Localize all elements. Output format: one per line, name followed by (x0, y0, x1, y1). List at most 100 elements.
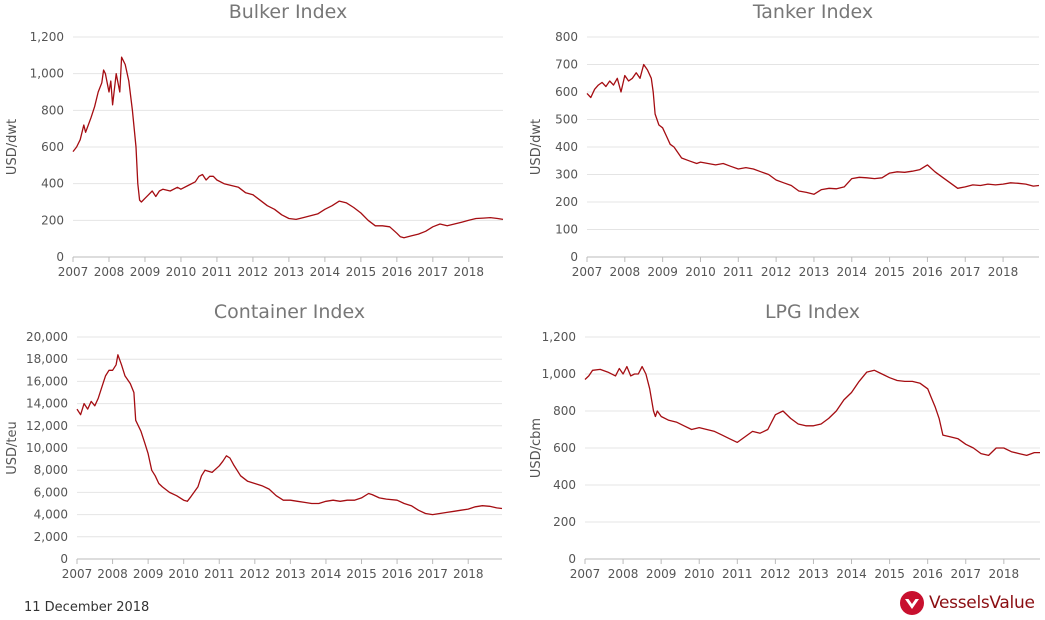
y-tick-label: 12,000 (26, 419, 68, 433)
x-tick-label: 2012 (761, 265, 792, 279)
y-tick-label: 1,200 (542, 330, 576, 344)
x-tick-label: 2018 (453, 567, 484, 581)
x-tick-label: 2017 (418, 265, 449, 279)
y-tick-label: 10,000 (26, 441, 68, 455)
x-tick-label: 2013 (275, 567, 306, 581)
chart-title: LPG Index (765, 301, 860, 323)
footer-date: 11 December 2018 (24, 600, 150, 615)
y-tick-label: 1,200 (30, 30, 64, 44)
y-tick-label: 0 (568, 552, 576, 566)
x-tick-label: 2014 (836, 567, 867, 581)
x-tick-label: 2010 (684, 567, 715, 581)
y-axis-label: USD/cbm (529, 418, 544, 478)
y-tick-label: 800 (41, 103, 64, 117)
x-tick-label: 2008 (608, 567, 639, 581)
y-tick-label: 500 (555, 113, 578, 127)
y-tick-label: 20,000 (26, 330, 68, 344)
y-axis-label: USD/teu (5, 421, 20, 475)
x-tick-label: 2007 (62, 567, 93, 581)
x-tick-label: 2011 (722, 567, 753, 581)
chart-title: Tanker Index (752, 1, 873, 23)
x-tick-label: 2017 (417, 567, 448, 581)
y-tick-label: 200 (41, 213, 64, 227)
x-tick-label: 2009 (133, 567, 164, 581)
x-tick-label: 2018 (454, 265, 485, 279)
y-tick-label: 800 (555, 30, 578, 44)
x-tick-label: 2016 (912, 567, 943, 581)
chart-4: 0 200 400 600 800 1,000 1,200 2007 2008 2009 2010 2… (529, 301, 1040, 581)
y-tick-label: 16,000 (26, 374, 68, 388)
y-tick-label: 2,000 (34, 530, 68, 544)
series-line (72, 56, 504, 239)
y-tick-label: 18,000 (26, 352, 68, 366)
x-tick-label: 2010 (166, 265, 197, 279)
chart-title: Bulker Index (229, 1, 348, 23)
vessels-value-logo-icon (900, 591, 924, 615)
x-tick-label: 2013 (799, 265, 830, 279)
y-tick-label: 600 (555, 85, 578, 99)
y-tick-label: 14,000 (26, 397, 68, 411)
x-tick-label: 2008 (610, 265, 641, 279)
x-tick-label: 2016 (382, 567, 413, 581)
y-tick-label: 100 (555, 223, 578, 237)
y-tick-label: 400 (553, 478, 576, 492)
x-tick-label: 2011 (204, 567, 235, 581)
x-tick-label: 2014 (310, 265, 341, 279)
y-tick-label: 6,000 (34, 485, 68, 499)
x-tick-label: 2007 (570, 567, 601, 581)
x-tick-label: 2016 (382, 265, 413, 279)
chart-title: Container Index (214, 301, 365, 323)
x-tick-label: 2018 (989, 567, 1020, 581)
y-tick-label: 300 (555, 168, 578, 182)
x-tick-label: 2014 (311, 567, 342, 581)
y-tick-label: 400 (555, 140, 578, 154)
y-tick-label: 0 (56, 250, 64, 264)
x-tick-label: 2015 (874, 265, 905, 279)
brand-name: VesselsValue (929, 593, 1035, 613)
y-tick-label: 200 (555, 195, 578, 209)
y-tick-label: 1,000 (30, 67, 64, 81)
x-tick-label: 2011 (723, 265, 754, 279)
x-tick-label: 2013 (798, 567, 829, 581)
y-tick-label: 600 (41, 140, 64, 154)
y-tick-label: 8,000 (34, 463, 68, 477)
x-tick-label: 2017 (950, 567, 981, 581)
x-tick-label: 2008 (97, 567, 128, 581)
brand-logo: VesselsValue (900, 590, 1035, 616)
x-tick-label: 2008 (94, 265, 125, 279)
chart-1: 0 200 400 600 800 1,000 1,200 2007 2008 2009 2010 2… (5, 1, 504, 279)
x-tick-label: 2017 (950, 265, 981, 279)
series-line (586, 63, 1040, 195)
chart-2: 0 100 200 300 400 500 600 700 800 2007 2008 2009 201… (529, 1, 1040, 279)
x-tick-label: 2012 (238, 265, 269, 279)
x-tick-label: 2012 (240, 567, 271, 581)
y-tick-label: 200 (553, 515, 576, 529)
x-tick-label: 2015 (346, 567, 377, 581)
x-tick-label: 2013 (274, 265, 305, 279)
y-tick-label: 800 (553, 404, 576, 418)
y-axis-label: USD/dwt (5, 119, 20, 175)
y-tick-label: 1,000 (542, 367, 576, 381)
x-tick-label: 2012 (760, 567, 791, 581)
y-tick-label: 0 (60, 552, 68, 566)
y-tick-label: 400 (41, 177, 64, 191)
chart-3: 0 2,000 4,000 6,000 8,000 10,000 12,000 14,000 1… (5, 301, 503, 581)
x-tick-label: 2010 (168, 567, 199, 581)
series-line (76, 354, 503, 516)
x-tick-label: 2014 (836, 265, 867, 279)
x-tick-label: 2007 (572, 265, 603, 279)
y-tick-label: 0 (570, 250, 578, 264)
x-tick-label: 2009 (130, 265, 161, 279)
y-tick-label: 600 (553, 441, 576, 455)
x-tick-label: 2010 (685, 265, 716, 279)
x-tick-label: 2009 (646, 567, 677, 581)
x-tick-label: 2015 (346, 265, 377, 279)
y-axis-label: USD/dwt (529, 119, 544, 175)
y-tick-label: 700 (555, 58, 578, 72)
y-tick-label: 4,000 (34, 508, 68, 522)
x-tick-label: 2009 (647, 265, 678, 279)
x-tick-label: 2015 (874, 567, 905, 581)
x-tick-label: 2016 (912, 265, 943, 279)
x-tick-label: 2011 (202, 265, 233, 279)
